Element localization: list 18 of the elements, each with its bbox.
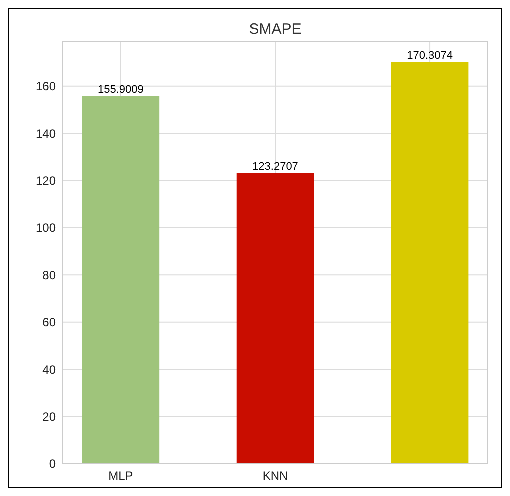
chart-title: SMAPE xyxy=(249,21,302,38)
y-tick-label: 60 xyxy=(42,316,56,330)
y-tick-label: 120 xyxy=(36,174,56,188)
data-label: 123.2707 xyxy=(252,161,298,174)
y-tick-label: 100 xyxy=(36,221,56,236)
y-tick-label: 160 xyxy=(36,80,56,94)
bar xyxy=(82,96,160,464)
y-tick-label: 20 xyxy=(42,410,56,424)
data-label: 170.3074 xyxy=(407,50,453,62)
y-tick-label: 0 xyxy=(49,457,56,472)
bar xyxy=(236,173,314,464)
bar xyxy=(391,62,469,464)
y-tick-label: 80 xyxy=(42,268,56,282)
data-label: 155.9009 xyxy=(98,84,144,96)
x-tick-label: KNN xyxy=(262,469,288,483)
y-tick-label: 140 xyxy=(36,126,56,141)
y-tick-label: 40 xyxy=(42,362,56,377)
x-tick-label: MLP xyxy=(108,469,134,483)
